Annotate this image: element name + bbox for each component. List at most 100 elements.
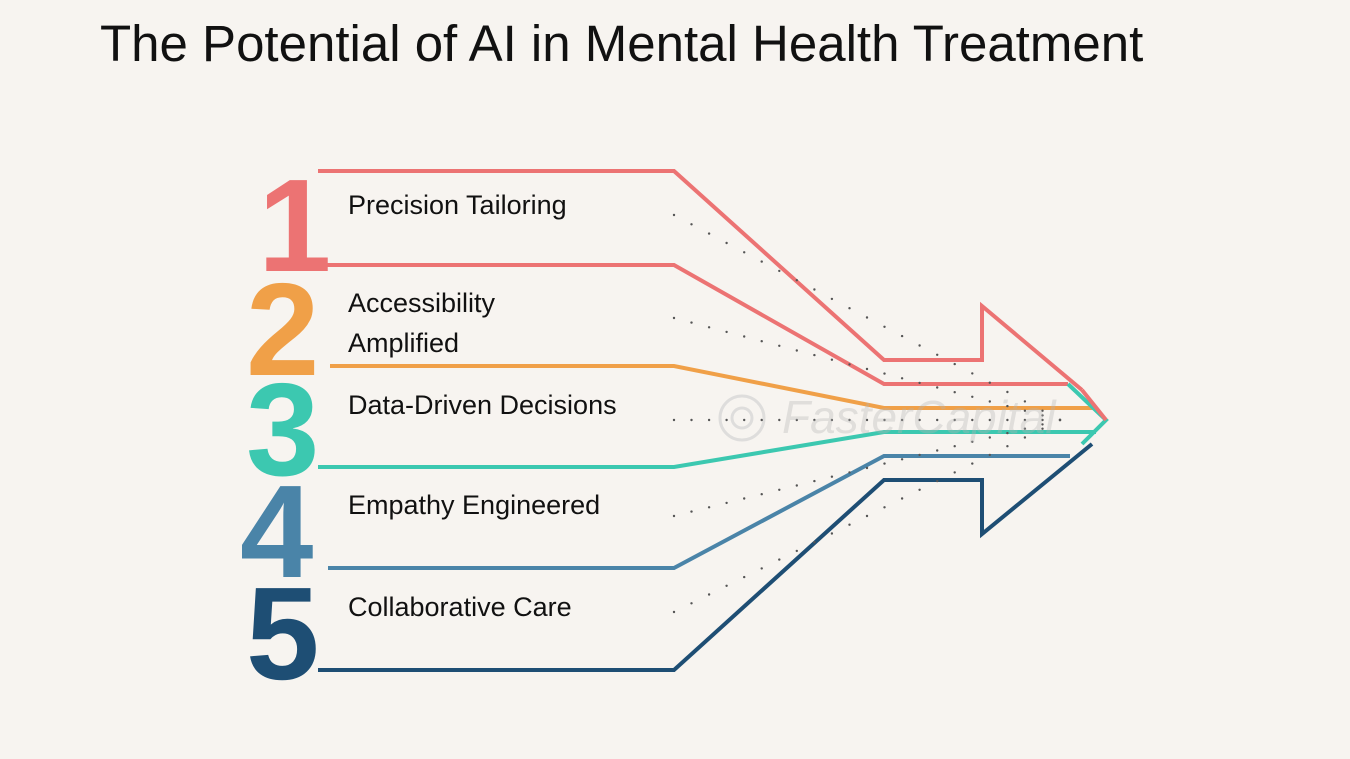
guide-dot [672,316,676,320]
guide-dot [988,453,991,457]
guide-dot [918,488,921,491]
guide-dot [760,260,763,263]
guide-dot [743,497,746,500]
guide-dot [936,353,939,356]
step-label-1: Precision Tailoring [348,190,567,220]
guide-dot [918,418,921,422]
guide-dot [865,418,869,422]
step-label-2-line2: Amplified [348,328,460,358]
guide-dot [690,223,693,226]
guide-dot [848,418,851,422]
guide-dot [830,475,834,478]
guide-dot [778,269,781,273]
step-label-3: Data-Driven Decisions [348,390,617,420]
guide-dot [813,418,816,422]
guide-dot [690,321,693,324]
step4-line [328,454,1070,570]
guide-dot [1023,427,1027,430]
dotted-guides [672,213,1062,614]
guide-dot [936,386,939,389]
guide-dot [936,449,939,452]
guide-dot [936,418,939,422]
guide-dot [1006,404,1009,408]
guide-dot [971,440,974,443]
guide-dot [988,418,991,422]
guide-dot [971,462,974,465]
guide-dot [1041,409,1044,412]
guide-dot [672,514,676,518]
guide-dot [848,523,851,526]
step-label-2-line1: Accessibility [348,288,496,318]
guide-dot [883,325,886,328]
guide-dot [813,353,816,357]
guide-dot [830,418,834,422]
guide-dot [900,458,904,461]
arrow-tip-top [1080,388,1108,422]
guide-dot [795,349,798,352]
guide-dot [971,372,974,375]
guide-dot [883,462,886,465]
guide-dot [672,213,676,217]
guide-dot [725,241,728,245]
watermark: FasterCapital [782,391,1056,443]
guide-dot [953,391,956,394]
guide-dot [707,593,711,596]
guide-dot [725,584,728,587]
guide-dot [953,418,956,422]
guide-dot [848,471,851,474]
guide-dot [1041,427,1044,430]
guide-dot [778,418,781,422]
step3-line [318,430,1096,469]
step-label-4: Empathy Engineered [348,490,601,520]
guide-dot [795,549,798,553]
guide-dot [848,307,851,310]
step-number-4: 4 [240,458,313,605]
guide-dot [900,334,904,338]
guide-dot [830,358,834,361]
guide-dot [900,497,904,500]
guide-dot [953,362,956,366]
guide-dot [707,232,711,235]
guide-dot [1058,418,1062,422]
guide-dot [795,484,798,487]
guide-dot [988,436,991,439]
step-number-5: 5 [246,560,319,707]
gear-icon [718,394,766,442]
guide-dot [865,466,869,470]
guide-dot [936,479,939,483]
guide-dot [690,418,693,422]
guide-dot [778,488,781,491]
guide-dot [865,316,869,319]
guide-dot [883,506,886,509]
guide-dot [813,541,816,544]
guide-dot [725,330,728,334]
guide-dot [813,288,816,291]
guide-dot [707,326,711,329]
guide-dot [883,418,886,422]
guide-dot [1041,418,1044,422]
guide-dot [743,251,746,254]
guide-dot [725,418,728,422]
guide-dot [795,279,798,282]
guide-dot [725,501,728,505]
guide-dot [778,344,781,347]
guide-dot [707,506,711,509]
guide-dot [743,575,746,579]
guide-dot [900,418,904,422]
guide-dot [953,471,956,474]
guide-dot [918,381,921,385]
guide-dot [971,418,974,422]
guide-dot [865,367,869,371]
guide-dot [690,602,693,605]
guide-dot [848,363,851,366]
guide-dot [1006,418,1009,422]
step1-bottom-line [318,263,1068,386]
guide-dot [778,558,781,561]
guide-dot [1006,445,1009,448]
guide-dot [672,610,676,614]
guide-dot [1023,418,1027,422]
guide-dot [918,344,921,347]
guide-dot [743,418,746,422]
guide-dot [1041,414,1044,417]
guide-dot [743,335,746,338]
